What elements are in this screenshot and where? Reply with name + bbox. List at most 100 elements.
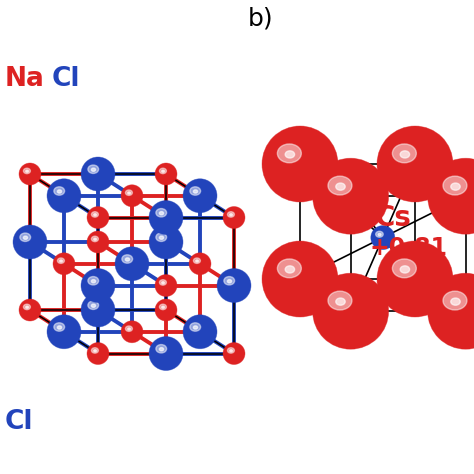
Ellipse shape xyxy=(392,144,416,163)
Circle shape xyxy=(377,126,453,202)
Circle shape xyxy=(223,343,245,365)
Ellipse shape xyxy=(54,323,64,331)
Ellipse shape xyxy=(94,214,96,216)
Circle shape xyxy=(155,274,177,297)
Circle shape xyxy=(377,241,453,317)
Ellipse shape xyxy=(94,238,96,240)
Ellipse shape xyxy=(159,168,166,173)
Text: Cs: Cs xyxy=(375,204,412,232)
Ellipse shape xyxy=(94,350,96,352)
Circle shape xyxy=(155,299,177,321)
Text: Cl: Cl xyxy=(52,66,81,92)
Ellipse shape xyxy=(23,304,30,310)
Circle shape xyxy=(312,158,389,234)
Ellipse shape xyxy=(285,266,295,273)
Ellipse shape xyxy=(23,168,30,173)
Ellipse shape xyxy=(91,304,96,307)
Ellipse shape xyxy=(196,260,199,262)
Ellipse shape xyxy=(190,187,201,195)
Ellipse shape xyxy=(88,301,99,310)
Ellipse shape xyxy=(328,176,352,195)
Ellipse shape xyxy=(376,231,383,237)
Text: Cl: Cl xyxy=(5,409,34,435)
Circle shape xyxy=(262,126,338,202)
Ellipse shape xyxy=(336,298,345,305)
Circle shape xyxy=(149,201,183,235)
Ellipse shape xyxy=(400,266,410,273)
Circle shape xyxy=(262,241,338,317)
Ellipse shape xyxy=(277,259,301,278)
Ellipse shape xyxy=(156,233,166,241)
Ellipse shape xyxy=(336,183,345,190)
Ellipse shape xyxy=(126,190,132,195)
Text: +0.81: +0.81 xyxy=(370,236,448,260)
Circle shape xyxy=(121,185,143,207)
Ellipse shape xyxy=(156,209,166,217)
Ellipse shape xyxy=(228,348,234,353)
Ellipse shape xyxy=(451,183,460,190)
Ellipse shape xyxy=(451,298,460,305)
Ellipse shape xyxy=(57,258,64,264)
Ellipse shape xyxy=(57,190,62,193)
Circle shape xyxy=(47,179,81,213)
Circle shape xyxy=(183,315,217,349)
Circle shape xyxy=(81,157,115,191)
Ellipse shape xyxy=(26,170,28,172)
Circle shape xyxy=(371,226,395,250)
Circle shape xyxy=(183,179,217,213)
Ellipse shape xyxy=(91,280,96,283)
Ellipse shape xyxy=(392,259,416,278)
Circle shape xyxy=(87,207,109,228)
Ellipse shape xyxy=(443,176,467,195)
Circle shape xyxy=(47,315,81,349)
Circle shape xyxy=(81,268,115,302)
Ellipse shape xyxy=(26,306,28,308)
Ellipse shape xyxy=(156,345,166,353)
Ellipse shape xyxy=(57,326,62,329)
Circle shape xyxy=(428,158,474,234)
Ellipse shape xyxy=(230,214,232,216)
Circle shape xyxy=(428,273,474,349)
Ellipse shape xyxy=(91,348,99,353)
Ellipse shape xyxy=(193,326,198,329)
Ellipse shape xyxy=(285,151,295,158)
Circle shape xyxy=(155,163,177,185)
Ellipse shape xyxy=(162,282,164,284)
Ellipse shape xyxy=(277,144,301,163)
Ellipse shape xyxy=(190,323,201,331)
Circle shape xyxy=(223,207,245,228)
Ellipse shape xyxy=(88,165,99,173)
Ellipse shape xyxy=(122,255,133,263)
Circle shape xyxy=(115,247,149,281)
Ellipse shape xyxy=(228,280,232,283)
Ellipse shape xyxy=(378,233,381,236)
Ellipse shape xyxy=(193,190,198,193)
Circle shape xyxy=(81,293,115,327)
Ellipse shape xyxy=(193,258,201,264)
Text: Na: Na xyxy=(5,66,45,92)
Ellipse shape xyxy=(224,276,235,285)
Ellipse shape xyxy=(162,170,164,172)
Ellipse shape xyxy=(54,187,64,195)
Circle shape xyxy=(149,225,183,259)
Text: b): b) xyxy=(248,6,273,30)
Ellipse shape xyxy=(88,276,99,285)
Ellipse shape xyxy=(159,236,164,239)
Ellipse shape xyxy=(91,236,99,242)
Circle shape xyxy=(19,299,41,321)
Ellipse shape xyxy=(128,192,130,194)
Circle shape xyxy=(312,273,389,349)
Ellipse shape xyxy=(400,151,410,158)
Ellipse shape xyxy=(126,258,129,261)
Ellipse shape xyxy=(126,326,132,331)
Circle shape xyxy=(217,268,251,302)
Ellipse shape xyxy=(60,260,63,262)
Circle shape xyxy=(149,337,183,371)
Ellipse shape xyxy=(159,304,166,310)
Circle shape xyxy=(121,321,143,343)
Ellipse shape xyxy=(91,212,99,217)
Circle shape xyxy=(87,343,109,365)
Circle shape xyxy=(19,163,41,185)
Ellipse shape xyxy=(328,291,352,310)
Ellipse shape xyxy=(20,233,31,241)
